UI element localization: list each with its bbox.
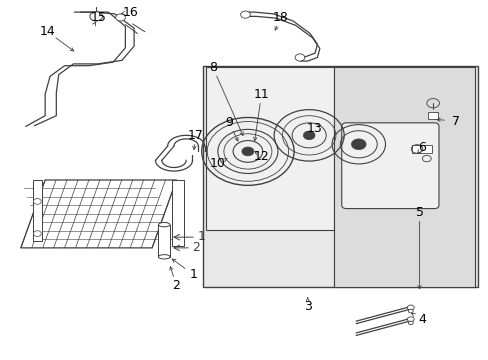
Bar (411, 145, 431, 153)
Text: 3: 3 (303, 300, 311, 313)
Bar (334, 67, 474, 287)
Circle shape (407, 309, 412, 313)
Text: 4: 4 (417, 313, 425, 326)
Bar (427, 112, 437, 119)
Bar (203, 66, 477, 287)
Text: 7: 7 (451, 114, 459, 127)
Circle shape (407, 317, 413, 322)
Text: 16: 16 (122, 6, 138, 19)
Text: 11: 11 (253, 88, 269, 101)
Text: 1: 1 (197, 230, 205, 243)
Circle shape (33, 231, 41, 237)
Text: 6: 6 (417, 141, 425, 154)
Ellipse shape (158, 222, 170, 227)
Circle shape (33, 199, 41, 204)
Polygon shape (21, 180, 176, 248)
Circle shape (90, 12, 102, 21)
Text: 5: 5 (415, 206, 423, 219)
Bar (171, 180, 183, 246)
Ellipse shape (158, 255, 170, 259)
Circle shape (240, 11, 250, 18)
FancyBboxPatch shape (341, 123, 438, 208)
Text: 15: 15 (90, 11, 106, 24)
Text: 1: 1 (189, 268, 197, 281)
Text: 14: 14 (40, 25, 55, 38)
Circle shape (242, 147, 253, 156)
Text: 17: 17 (187, 129, 203, 142)
Circle shape (407, 305, 413, 310)
Text: 18: 18 (272, 11, 288, 24)
Text: 8: 8 (208, 61, 217, 74)
Text: 12: 12 (253, 150, 269, 163)
Text: 9: 9 (224, 116, 232, 129)
Circle shape (294, 54, 304, 61)
Circle shape (303, 131, 314, 140)
Text: 13: 13 (306, 122, 322, 135)
Text: 2: 2 (192, 240, 200, 254)
Text: 2: 2 (172, 279, 180, 292)
Text: 10: 10 (209, 157, 225, 170)
Bar (205, 67, 334, 230)
Circle shape (116, 14, 125, 21)
Circle shape (407, 321, 412, 325)
Circle shape (351, 139, 366, 150)
Bar (158, 225, 170, 257)
Bar (33, 180, 41, 241)
